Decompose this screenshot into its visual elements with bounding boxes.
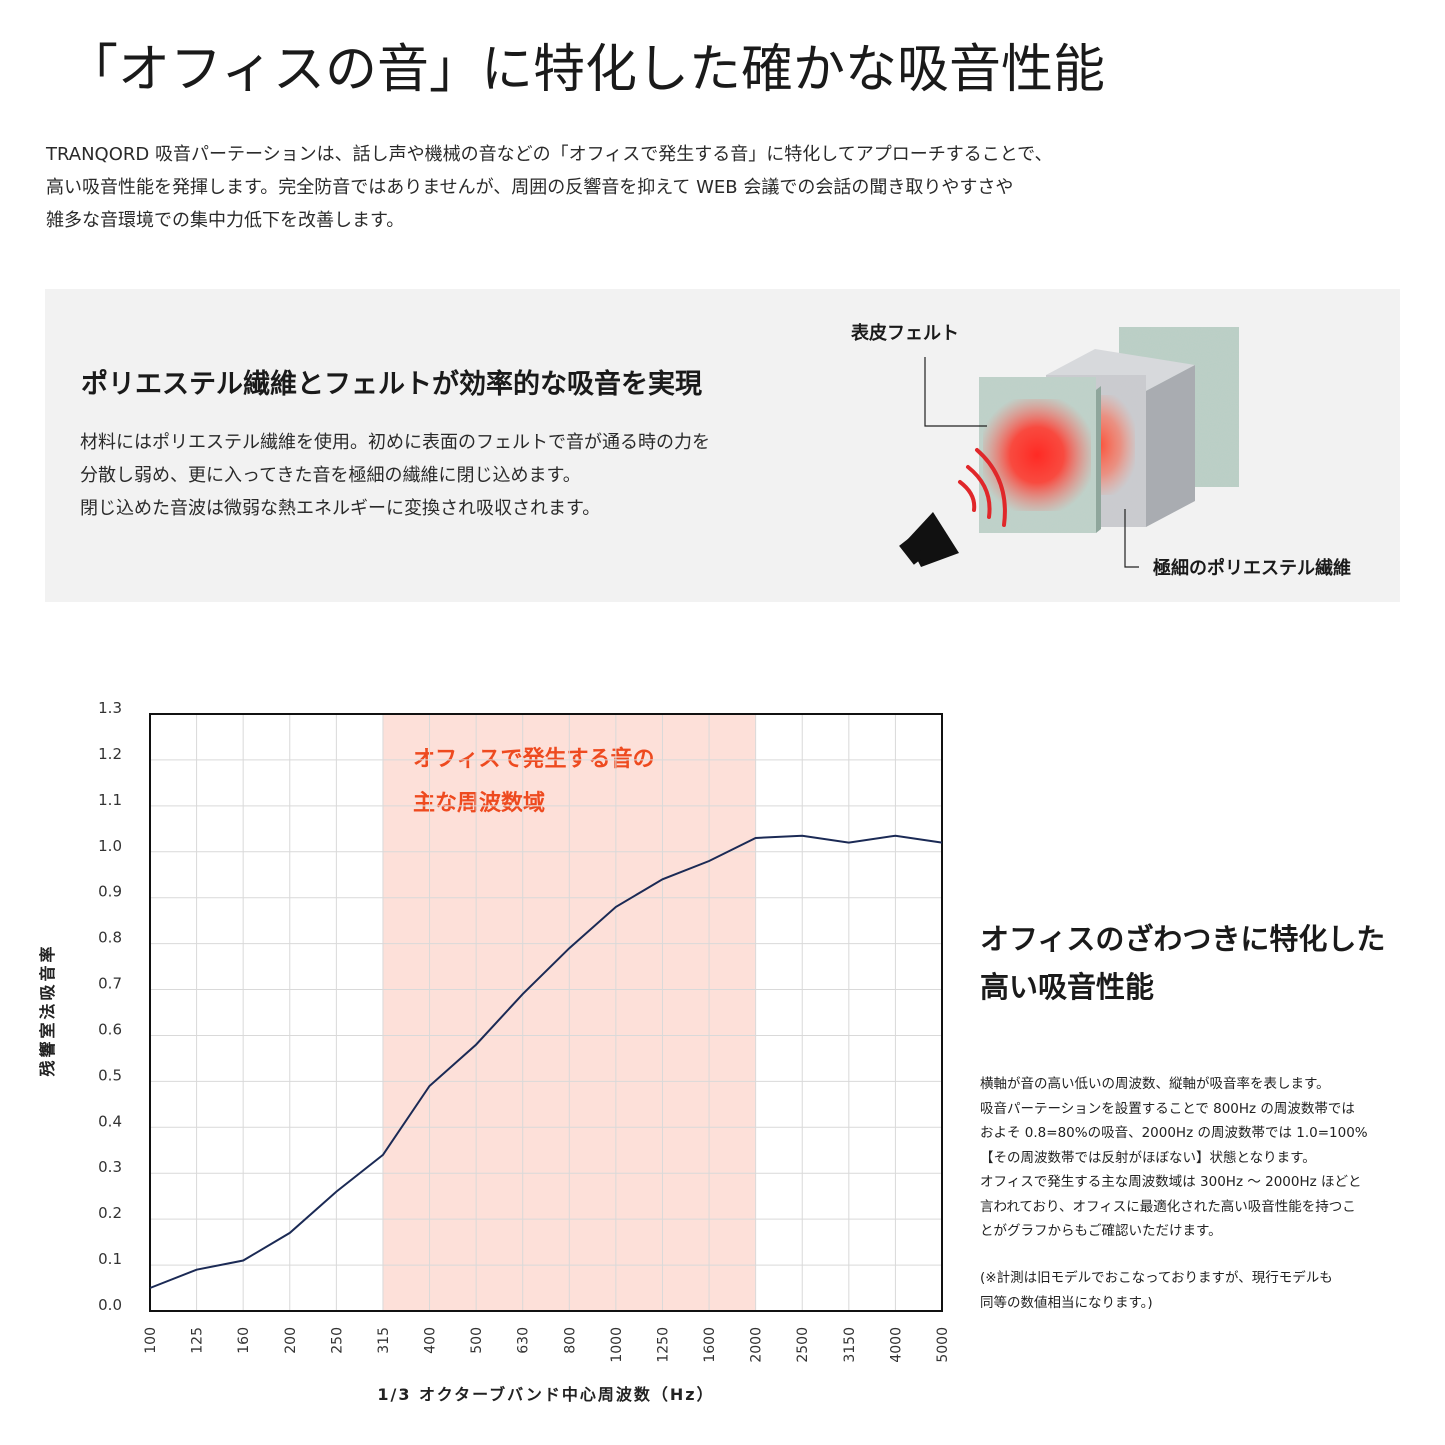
sound-wave-icon [958,448,1007,527]
side-line: およそ 0.8=80%の吸音、2000Hz の周波数帯では 1.0=100% [980,1125,1368,1141]
x-tick-label: 800 [562,1327,578,1354]
y-tick-label: 0.7 [98,975,122,993]
y-tick-label: 0.8 [98,929,122,947]
x-tick-label: 1250 [656,1327,672,1363]
side-note: (※計測は旧モデルでおこなっておりますが、現行モデルも 同等の数値相当になります… [980,1266,1333,1315]
callout-lines [924,357,1139,568]
side-line: 吸音パーテーションを設置することで 800Hz の周波数帯では [980,1100,1355,1117]
side-heading-line: 高い吸音性能 [980,970,1155,1004]
x-tick-label: 125 [190,1327,206,1354]
x-tick-label: 3150 [842,1327,858,1363]
x-tick-label: 315 [376,1327,392,1354]
x-tick-label: 250 [329,1327,345,1354]
side-line: 言われており、オフィスに最適化された高い吸音性能を持つこ [980,1198,1356,1215]
x-tick-label: 5000 [935,1327,951,1363]
x-tick-label: 200 [283,1327,299,1354]
y-tick-label: 0.6 [98,1020,122,1038]
y-tick-label: 1.2 [98,745,122,763]
side-line: 横軸が音の高い低いの周波数、縦軸が吸音率を表します。 [980,1076,1330,1092]
side-line: とがグラフからもご確認いただけます。 [980,1223,1222,1239]
speaker-icon [899,512,959,567]
y-tick-label: 0.9 [98,883,122,901]
label-surface-felt: 表皮フェルト [851,323,959,344]
note-line: 同等の数値相当になります。) [980,1294,1153,1311]
y-tick-label: 1.3 [98,699,122,717]
y-tick-label: 1.1 [98,791,122,809]
series-line [149,834,943,1289]
x-tick-label: 630 [516,1327,532,1354]
intro-text: TRANQORD 吸音パーテーションは、話し声や機械の音などの「オフィスで発生す… [46,138,1052,237]
x-tick-label: 1000 [609,1327,625,1363]
intro-line: TRANQORD 吸音パーテーションは、話し声や機械の音などの「オフィスで発生す… [46,144,1053,165]
feature-line: 閉じ込めた音波は微弱な熱エネルギーに変換され吸収されます。 [80,498,601,519]
x-tick-label: 4000 [888,1327,904,1363]
side-heading: オフィスのざわつきに特化した 高い吸音性能 [980,915,1385,1011]
x-axis-label: 1/3 オクターブバンド中心周波数（Hz） [377,1385,714,1404]
x-tick-label: 400 [423,1327,439,1354]
y-tick-label: 0.2 [98,1204,122,1222]
y-tick-label: 0.1 [98,1250,122,1268]
side-line: オフィスで発生する主な周波数域は 300Hz 〜 2000Hz ほどと [980,1174,1362,1190]
side-description: 横軸が音の高い低いの周波数、縦軸が吸音率を表します。 吸音パーテーションを設置す… [980,1072,1368,1244]
y-tick-label: 0.3 [98,1158,122,1176]
x-tick-label: 100 [143,1327,159,1354]
intro-line: 高い吸音性能を発揮します。完全防音ではありませんが、周囲の反響音を抑えて WEB… [46,177,1014,198]
y-axis-label: 残響室法吸音率 [38,943,57,1076]
y-tick-label: 0.5 [98,1066,122,1084]
x-tick-label: 1600 [702,1327,718,1363]
x-tick-label: 500 [469,1327,485,1354]
highlight-label: 主な周波数域 [413,790,545,816]
material-layers-illustration [899,327,1239,568]
feature-body: 材料にはポリエステル繊維を使用。初めに表面のフェルトで音が通る時の力を 分散し弱… [80,426,710,525]
highlight-label: オフィスで発生する音の [413,746,655,772]
intro-line: 雑多な音環境での集中力低下を改善します。 [46,210,405,231]
feature-heading: ポリエステル繊維とフェルトが効率的な吸音を実現 [81,369,702,400]
plot-frame [149,713,943,1312]
side-heading-line: オフィスのざわつきに特化した [980,922,1386,956]
x-tick-label: 2500 [795,1327,811,1363]
side-line: 【その周波数帯では反射がほぼない】状態となります。 [980,1149,1316,1166]
surface-felt-layer [979,377,1101,533]
feature-line: 材料にはポリエステル繊維を使用。初めに表面のフェルトで音が通る時の力を [80,432,710,453]
feature-line: 分散し弱め、更に入ってきた音を極細の繊維に閉じ込めます。 [80,465,581,486]
x-tick-label: 160 [236,1327,252,1354]
x-tick-label: 2000 [749,1327,765,1363]
label-polyester-fiber: 極細のポリエステル繊維 [1153,558,1351,579]
y-tick-label: 1.0 [98,837,122,855]
y-tick-label: 0.0 [98,1296,122,1314]
material-feature-panel: ポリエステル繊維とフェルトが効率的な吸音を実現 材料にはポリエステル繊維を使用。… [45,289,1400,602]
page-title: 「オフィスの音」に特化した確かな吸音性能 [66,40,1105,100]
note-line: (※計測は旧モデルでおこなっておりますが、現行モデルも [980,1270,1333,1286]
y-tick-label: 0.4 [98,1112,122,1130]
